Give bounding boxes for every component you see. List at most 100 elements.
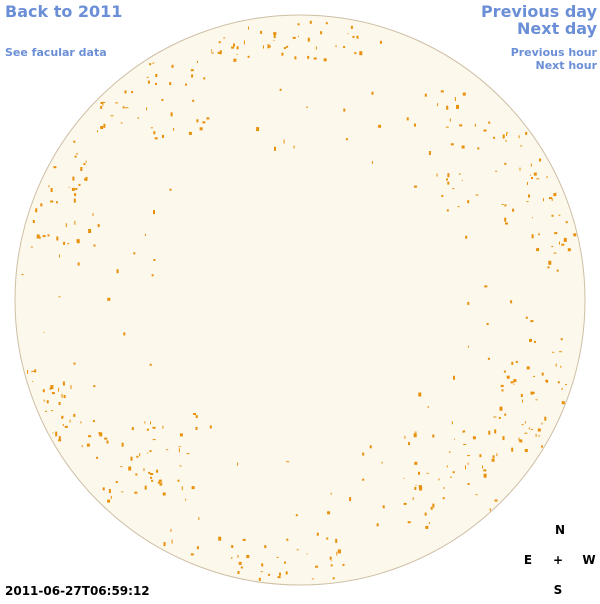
- facula: [153, 131, 156, 135]
- facula: [337, 549, 341, 554]
- facula: [501, 204, 504, 205]
- facula: [496, 453, 498, 457]
- facula: [479, 454, 482, 458]
- facula: [551, 246, 554, 248]
- facula: [515, 360, 518, 363]
- facula: [121, 442, 124, 447]
- facula: [563, 237, 567, 242]
- facula: [286, 45, 289, 48]
- facula: [161, 98, 164, 101]
- facula: [233, 58, 237, 62]
- facula: [55, 431, 58, 435]
- facula: [573, 233, 577, 237]
- facula: [170, 528, 172, 532]
- facula: [354, 52, 357, 55]
- facula: [454, 438, 455, 440]
- facular-link[interactable]: See facular data: [5, 46, 107, 59]
- facula: [536, 248, 540, 252]
- facula: [544, 416, 547, 421]
- prev-day-link[interactable]: Previous day: [481, 2, 598, 21]
- facula: [74, 155, 77, 158]
- facula: [50, 410, 53, 412]
- facula: [108, 489, 111, 493]
- facula: [428, 522, 430, 525]
- facula: [530, 428, 533, 430]
- facula: [161, 482, 163, 486]
- facula: [546, 379, 548, 381]
- facula: [188, 131, 192, 135]
- facula: [376, 523, 379, 527]
- facula: [494, 499, 498, 502]
- facula: [58, 402, 61, 405]
- facula: [556, 269, 559, 272]
- facula: [236, 54, 238, 55]
- facula: [69, 419, 71, 423]
- facula: [93, 244, 96, 247]
- facula: [97, 224, 100, 228]
- facula: [549, 197, 552, 200]
- facula: [488, 430, 491, 435]
- facula: [332, 577, 335, 580]
- facula: [403, 477, 405, 479]
- facula: [169, 188, 172, 191]
- facula: [412, 497, 414, 501]
- faculae: [21, 20, 577, 581]
- facula: [458, 173, 461, 175]
- facula: [261, 563, 264, 567]
- facula: [510, 381, 514, 384]
- facula: [218, 536, 222, 541]
- timestamp: 2011-06-27T06:59:12: [5, 584, 150, 598]
- next-hour-link[interactable]: Next hour: [536, 59, 598, 72]
- facula: [525, 421, 526, 424]
- facula: [565, 384, 568, 386]
- facula: [56, 236, 59, 241]
- facula: [73, 198, 76, 203]
- facula: [150, 127, 153, 129]
- prev-hour-link[interactable]: Previous hour: [511, 46, 598, 59]
- facula: [486, 323, 489, 325]
- facula: [154, 137, 158, 140]
- facula: [506, 133, 508, 136]
- facula: [325, 22, 328, 25]
- facula: [406, 117, 409, 121]
- facula: [493, 416, 497, 418]
- next-day-link[interactable]: Next day: [517, 19, 598, 38]
- facula: [505, 140, 508, 142]
- facula: [448, 451, 451, 453]
- facula: [467, 462, 469, 465]
- facula: [202, 121, 206, 124]
- facula: [147, 80, 150, 84]
- facula: [345, 138, 348, 141]
- facula: [519, 167, 521, 171]
- facula: [149, 450, 152, 453]
- facula: [528, 194, 530, 198]
- facula: [475, 194, 479, 196]
- facula: [350, 25, 353, 29]
- facula: [330, 564, 333, 567]
- facula: [196, 546, 199, 550]
- facula: [526, 201, 529, 203]
- facula: [306, 106, 309, 108]
- facula: [62, 424, 64, 426]
- facula: [46, 400, 49, 404]
- facula: [268, 573, 271, 576]
- facula: [535, 433, 537, 437]
- facula: [414, 461, 418, 465]
- facula: [152, 439, 156, 441]
- facula: [475, 494, 478, 496]
- facula: [30, 246, 33, 248]
- back-link[interactable]: Back to 2011: [5, 2, 122, 21]
- facula: [451, 421, 453, 425]
- facula: [450, 476, 452, 478]
- facula: [178, 448, 180, 453]
- facula: [191, 74, 194, 78]
- facula: [146, 76, 149, 78]
- facula: [231, 556, 233, 559]
- facula: [264, 545, 267, 549]
- facula: [150, 473, 154, 475]
- facula: [456, 104, 459, 109]
- facula: [323, 58, 327, 62]
- facula: [484, 285, 488, 288]
- facula: [483, 469, 487, 472]
